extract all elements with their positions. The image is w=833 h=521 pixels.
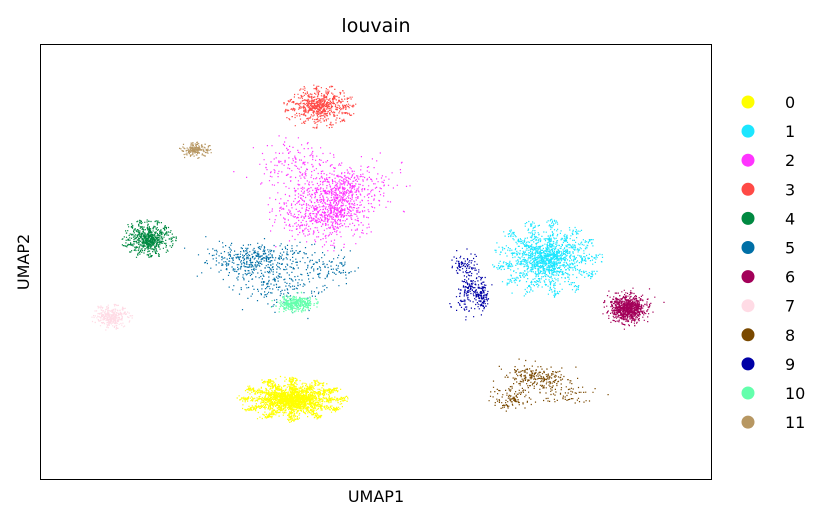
cluster-1-points [492,218,604,298]
legend-marker-0 [741,95,755,109]
legend-marker-4 [741,211,755,225]
legend-label-8: 8 [785,326,795,345]
scatter-points [91,84,665,423]
legend-label-0: 0 [785,93,795,112]
legend-label-3: 3 [785,180,795,199]
chart-title: louvain [341,15,410,37]
legend-marker-11 [741,415,755,429]
legend-label-5: 5 [785,239,795,258]
legend-label-4: 4 [785,209,795,228]
cluster-10-scatter [270,291,319,314]
cluster-10-points [270,291,319,314]
legend-label-7: 7 [785,297,795,316]
cluster-0-points [236,375,349,423]
legend-marker-7 [741,299,755,313]
y-axis-label: UMAP2 [14,234,33,290]
legend-marker-6 [741,270,755,284]
cluster-3-scatter [283,84,357,129]
cluster-7-points [91,303,134,331]
legend-marker-1 [741,124,755,138]
cluster-0-scatter [236,375,349,423]
legend-label-1: 1 [785,122,795,141]
cluster-4-points [121,219,177,258]
legend-marker-8 [741,328,755,342]
legend-label-11: 11 [785,413,805,432]
cluster-1-scatter [492,218,604,298]
legend-marker-10 [741,386,755,400]
cluster-8-scatter [488,358,609,412]
legend-marker-3 [741,182,755,196]
cluster-8-points [488,358,609,412]
legend-label-2: 2 [785,151,795,170]
legend-label-6: 6 [785,268,795,287]
plot-frame [40,44,712,480]
cluster-7-scatter [91,303,134,331]
cluster-6-points [602,287,665,330]
legend-label-10: 10 [785,384,805,403]
cluster-6-scatter [602,287,665,330]
x-axis-label: UMAP1 [348,487,404,506]
legend-marker-5 [741,241,755,254]
cluster-9-points [449,248,493,321]
cluster-11-scatter [179,141,212,159]
legend-marker-2 [741,153,755,167]
legend-label-9: 9 [785,355,795,374]
cluster-11-points [179,141,212,159]
legend-marker-9 [741,357,755,371]
cluster-2-scatter [233,135,411,252]
cluster-4-scatter [121,219,177,258]
cluster-3-points [283,84,357,129]
legend: 0 1 2 3 4 5 6 7 8 9 10 11 [741,93,805,432]
cluster-2-points [233,135,411,252]
cluster-9-scatter [449,248,493,321]
